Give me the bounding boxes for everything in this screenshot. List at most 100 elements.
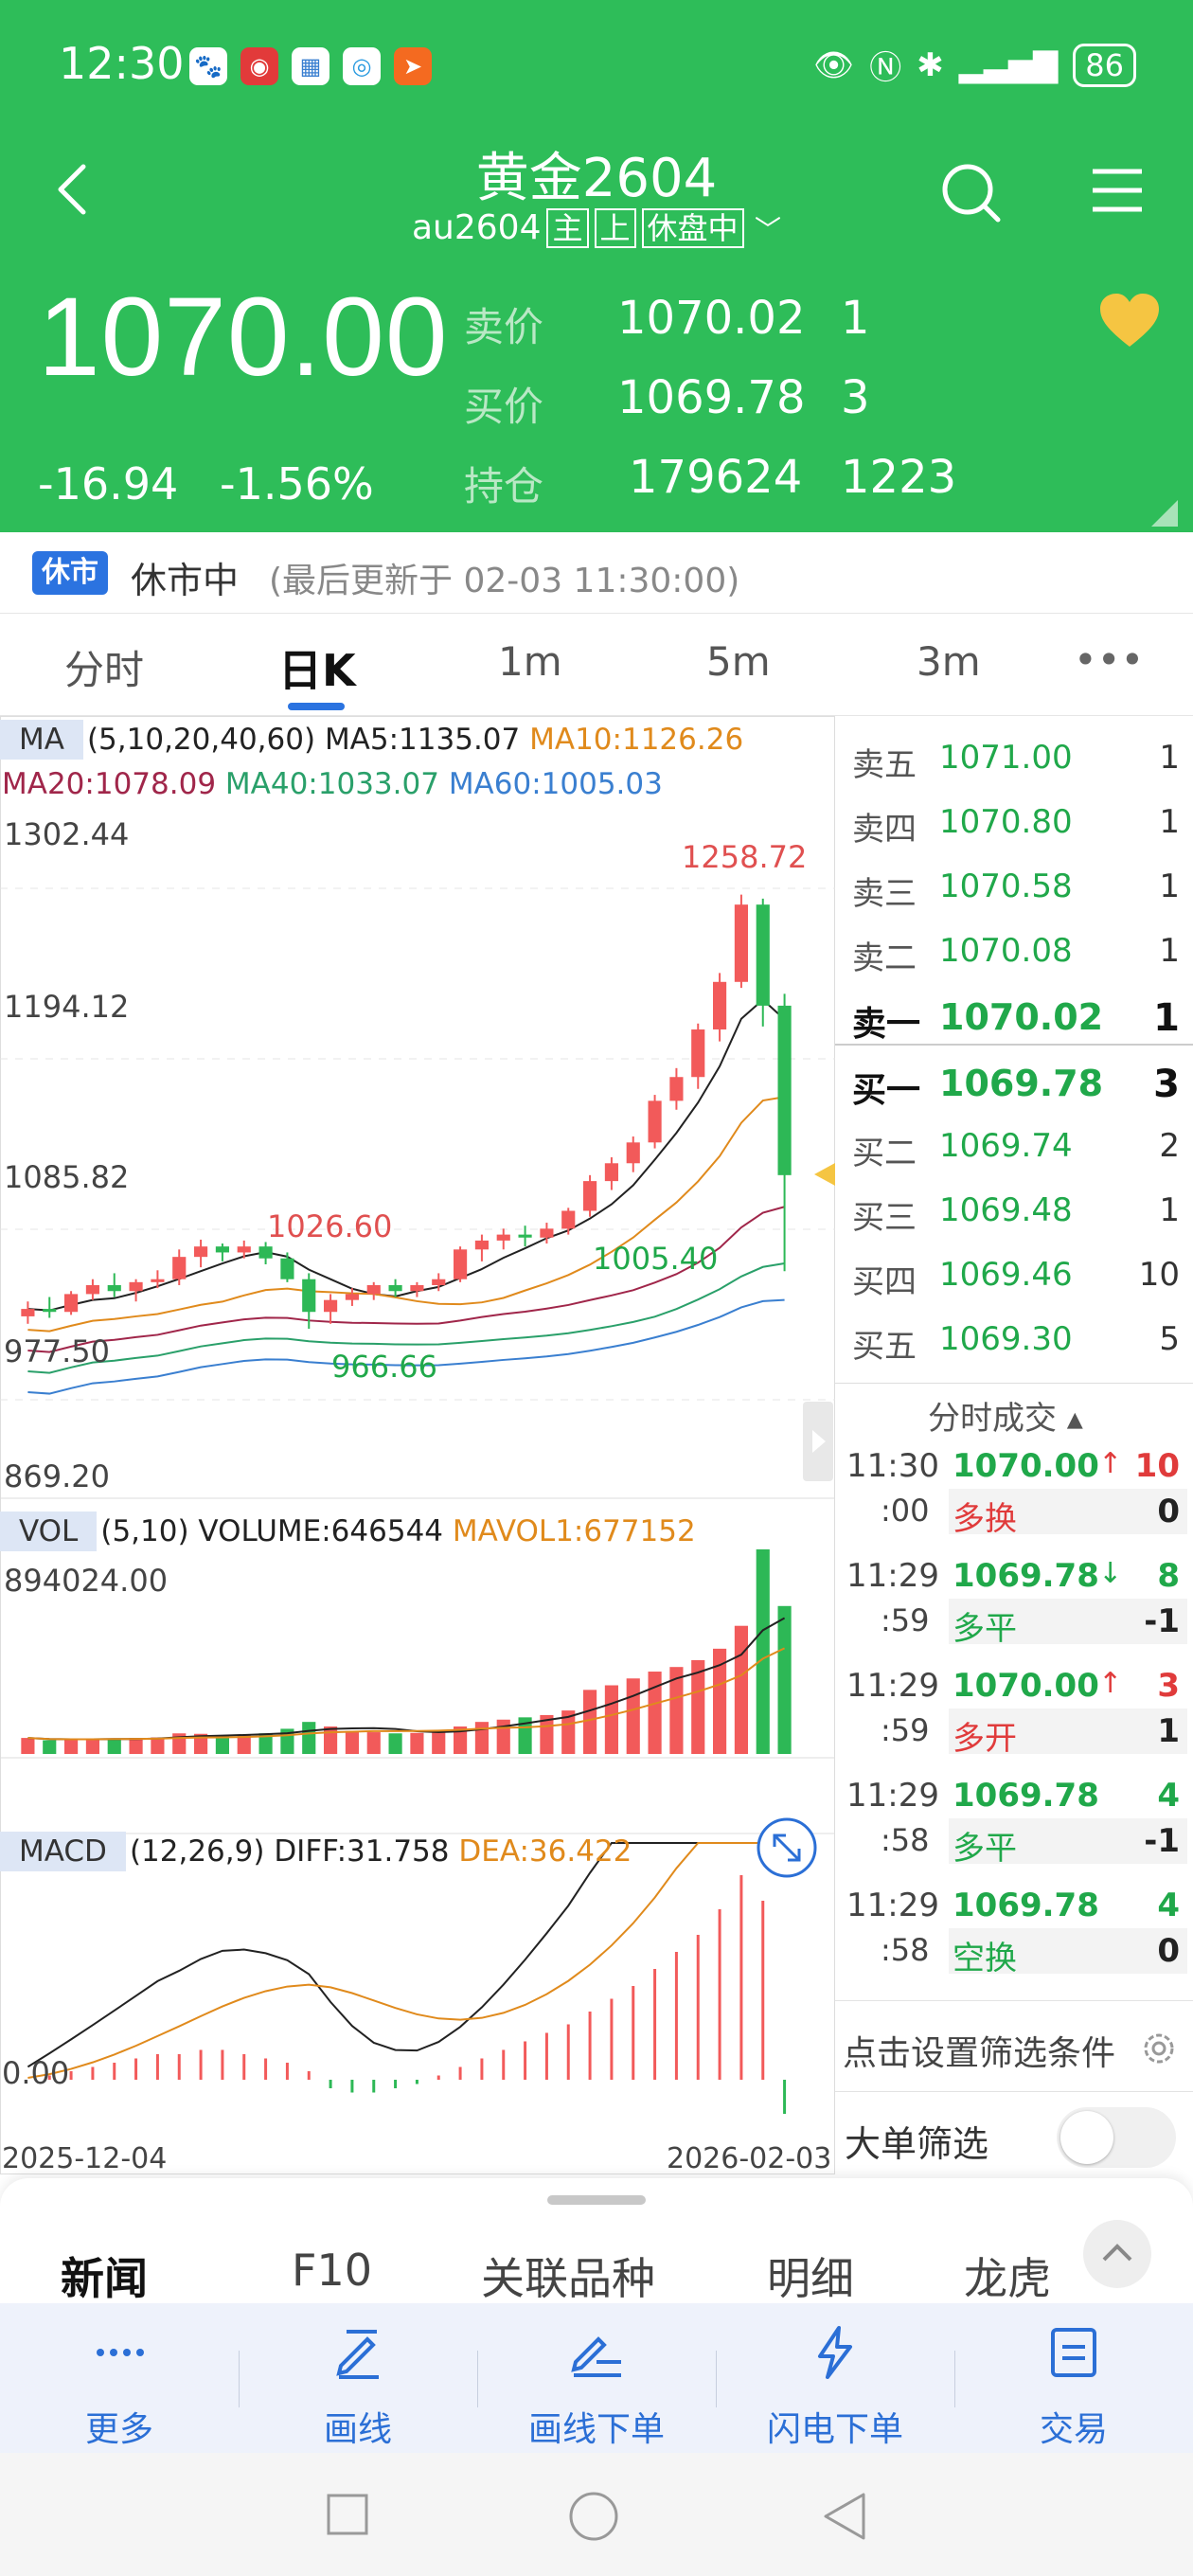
candle-body [129, 1281, 143, 1292]
orderbook-row[interactable]: 买二 1069.74 2 [835, 1116, 1193, 1180]
candle-body [215, 1246, 229, 1253]
trade-label: 交易 [1039, 2410, 1108, 2449]
candle-body [21, 1309, 35, 1316]
orderbook-row[interactable]: 卖五 1071.00 1 [835, 727, 1193, 792]
netease-music-icon: ◉ [240, 47, 278, 85]
ticks-title[interactable]: 分时成交 ▴ [928, 1400, 1083, 1438]
recent-apps-icon[interactable] [326, 2493, 369, 2536]
tab-details[interactable]: 明细 [767, 2253, 854, 2304]
diff-value: DIFF:31.758 [274, 1834, 450, 1869]
contract-selector[interactable]: au2604 主上休盘中 ﹀ [0, 208, 1193, 248]
candle-body [496, 1234, 510, 1241]
back-chevron-icon[interactable] [53, 161, 91, 218]
orderbook-row[interactable]: 卖三 1070.58 1 [835, 856, 1193, 921]
back-nav-icon[interactable] [820, 2491, 867, 2542]
volume-bar [410, 1732, 424, 1754]
orderbook-row[interactable]: 卖二 1070.08 1 [835, 921, 1193, 985]
toolbar-divider [954, 2351, 955, 2407]
orderbook-row[interactable]: 卖四 1070.80 1 [835, 792, 1193, 856]
more-button[interactable]: 更多 [0, 2303, 239, 2453]
tick-price: 1070.00 [953, 1447, 1099, 1485]
open-interest: 179624 [629, 451, 803, 504]
tab-related[interactable]: 关联品种 [481, 2253, 655, 2304]
vol-indicator-header[interactable]: VOL (5,10) VOLUME:646544 MAVOL1:677152 [0, 1512, 835, 1551]
toolbar-divider [239, 2351, 240, 2407]
tab-underline [288, 703, 345, 710]
macd-indicator-header[interactable]: MACD (12,26,9) DIFF:31.758 DEA:36.422 [0, 1832, 835, 1871]
tab-news[interactable]: 新闻 [61, 2253, 148, 2304]
volume-bar [85, 1739, 99, 1754]
main-contract-tag: 主 [546, 208, 589, 248]
ma-indicator-name[interactable]: MA [0, 720, 83, 760]
tick-seconds: :58 [881, 1822, 930, 1858]
sheet-drag-handle[interactable] [547, 2195, 646, 2205]
volume-bar [583, 1690, 597, 1754]
orderbook-row[interactable]: 买四 1069.46 10 [835, 1244, 1193, 1309]
home-icon[interactable] [568, 2491, 619, 2542]
market-status-row: 休市 休市中 (最后更新于 02-03 11:30:00) [0, 532, 1193, 614]
orderbook-volume: 1 [1159, 803, 1180, 841]
ma10-value: MA10:1126.26 [529, 723, 744, 757]
tab-intraday[interactable]: 分时 [64, 647, 145, 693]
tick-type: 多平 [953, 1830, 1017, 1868]
candle-body [540, 1228, 554, 1238]
expand-orderbook-handle[interactable] [803, 1402, 833, 1481]
fullscreen-icon[interactable] [756, 1816, 818, 1879]
orderbook-row[interactable]: 买三 1069.48 1 [835, 1180, 1193, 1244]
orderbook-price: 1070.58 [939, 868, 1073, 905]
more-periods-icon[interactable]: ••• [1074, 636, 1145, 683]
big-order-toggle[interactable] [1057, 2107, 1176, 2168]
last-price: 1070.00 [38, 275, 449, 400]
tick-price: 1069.78 [953, 1777, 1099, 1815]
draw-line-button[interactable]: 画线 [239, 2303, 477, 2453]
orderbook-row[interactable]: 买一 1069.78 3 [835, 1051, 1193, 1116]
orderbook-row[interactable]: 卖一 1070.02 1 [835, 985, 1193, 1049]
macd-indicator-name[interactable]: MACD [0, 1832, 126, 1871]
orderbook-volume: 5 [1159, 1320, 1180, 1358]
tab-dragon-tiger[interactable]: 龙虎 [964, 2253, 1051, 2304]
favorite-heart-icon[interactable] [1098, 292, 1161, 350]
volume-bar [691, 1659, 705, 1754]
chart-panel[interactable] [0, 716, 835, 2174]
kline-chart[interactable] [0, 716, 835, 2174]
bid-volume: 3 [841, 371, 870, 424]
search-icon[interactable] [937, 159, 1004, 225]
volume-bar [194, 1733, 208, 1754]
menu-icon[interactable] [1091, 167, 1144, 214]
volume-bar [366, 1732, 381, 1754]
macd-dea-line [27, 1842, 785, 2079]
collapse-button[interactable] [1083, 2220, 1151, 2288]
volume-bar [496, 1719, 510, 1754]
orderbook-bottom-divider [835, 1383, 1193, 1384]
period-tabs: 分时 日K 1m 5m 3m ••• [0, 614, 1193, 716]
candle-body [237, 1246, 251, 1253]
bid-label: 买价 [464, 384, 544, 430]
volume-bar [474, 1722, 489, 1754]
tick-price: 1069.78 [953, 1887, 1099, 1924]
trade-button[interactable]: 交易 [954, 2303, 1193, 2453]
ma-values-row2: MA20:1078.09 MA40:1033.07 MA60:1005.03 [2, 767, 837, 801]
tab-daily-k[interactable]: 日K [278, 645, 356, 696]
candle-body [43, 1309, 57, 1313]
draw-order-button[interactable]: 画线下单 [477, 2303, 716, 2453]
vol-indicator-name[interactable]: VOL [0, 1512, 98, 1551]
candle-body [258, 1246, 273, 1259]
candle-body [734, 904, 748, 982]
tab-1m[interactable]: 1m [498, 638, 562, 685]
tick-time: 11:30 [846, 1447, 939, 1485]
tab-5m[interactable]: 5m [706, 638, 771, 685]
tab-3m[interactable]: 3m [917, 638, 981, 685]
orderbook-row[interactable]: 买五 1069.30 5 [835, 1309, 1193, 1373]
volume-bar [561, 1710, 576, 1754]
gear-icon[interactable] [1138, 2028, 1180, 2069]
volume-bar [756, 1549, 770, 1754]
filter-settings-row[interactable]: 点击设置筛选条件 [835, 2000, 1193, 2091]
tab-f10[interactable]: F10 [292, 2245, 372, 2296]
ma-indicator-header[interactable]: MA (5,10,20,40,60) MA5:1135.07 MA10:1126.… [0, 720, 835, 760]
orderbook-price: 1069.74 [939, 1127, 1073, 1165]
big-order-filter-label: 大单筛选 [845, 2123, 989, 2165]
orderbook-price: 1069.48 [939, 1191, 1073, 1229]
flash-order-button[interactable]: 闪电下单 [716, 2303, 954, 2453]
moving-average-line [27, 1206, 785, 1353]
tick-row: 11:30:00 1070.00 ↑ 10 多换 0 [835, 1447, 1193, 1557]
